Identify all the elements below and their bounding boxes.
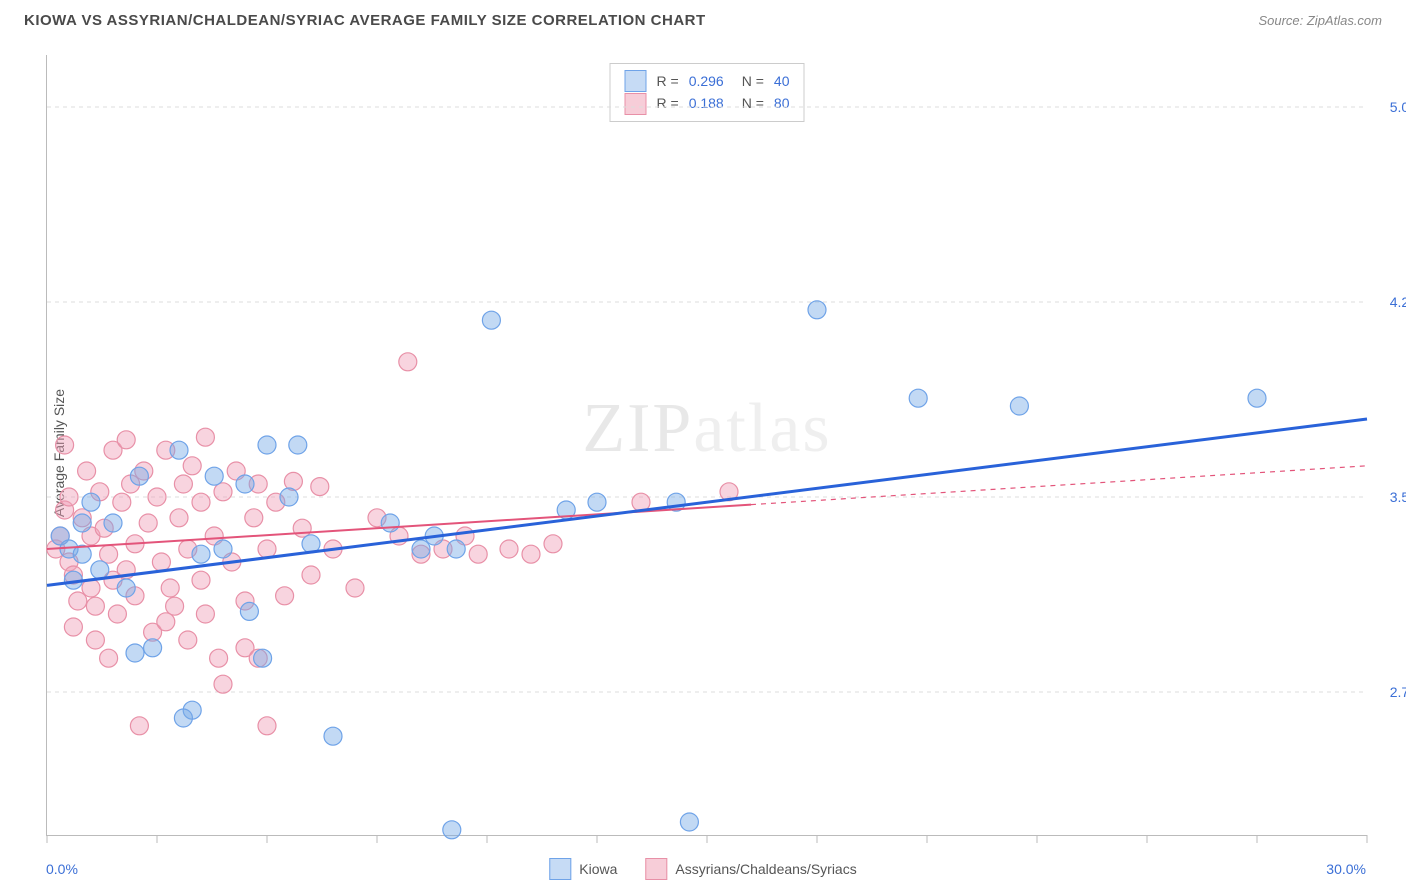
source-attribution: Source: ZipAtlas.com <box>1258 13 1382 28</box>
scatter-plot-svg <box>47 55 1367 835</box>
x-axis-min: 0.0% <box>46 861 78 877</box>
chart-title: KIOWA VS ASSYRIAN/CHALDEAN/SYRIAC AVERAG… <box>24 12 706 29</box>
chart-plot-area: Average Family Size ZIPatlas R =0.296N =… <box>46 55 1367 836</box>
y-tick-label: 5.00 <box>1390 99 1406 115</box>
y-tick-label: 4.25 <box>1390 294 1406 310</box>
legend-swatch <box>645 858 667 880</box>
legend-series-item: Kiowa <box>549 858 617 880</box>
series-legend: Kiowa Assyrians/Chaldeans/Syriacs <box>549 858 856 880</box>
y-tick-label: 3.50 <box>1390 489 1406 505</box>
legend-series-item: Assyrians/Chaldeans/Syriacs <box>645 858 856 880</box>
legend-swatch <box>549 858 571 880</box>
legend-series-label: Assyrians/Chaldeans/Syriacs <box>675 861 856 877</box>
legend-series-label: Kiowa <box>579 861 617 877</box>
y-tick-label: 2.75 <box>1390 684 1406 700</box>
x-axis-max: 30.0% <box>1326 861 1366 877</box>
